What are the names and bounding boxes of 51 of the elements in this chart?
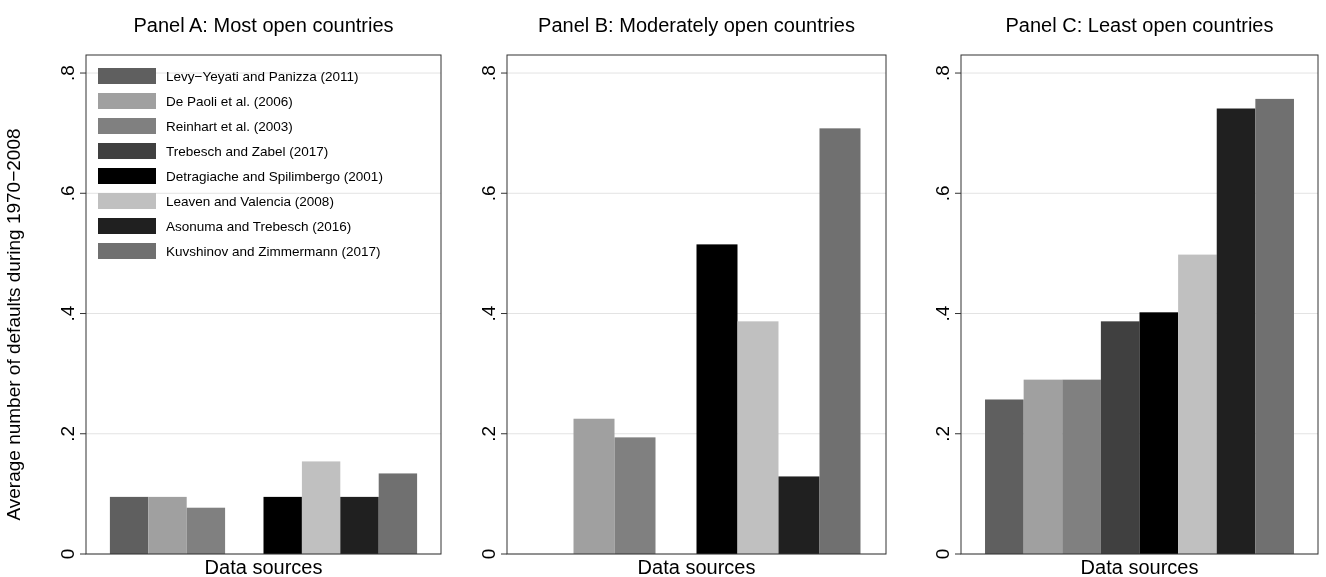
y-tick-label: 0 — [478, 548, 499, 560]
bar — [301, 461, 341, 554]
legend-label: Trebesch and Zabel (2017) — [166, 144, 329, 159]
legend-label: Reinhart et al. (2003) — [166, 119, 293, 134]
bar — [1139, 312, 1179, 554]
bar — [737, 321, 779, 554]
bar — [1178, 254, 1217, 554]
bar — [1062, 379, 1101, 554]
chart-title: Panel B: Moderately open countries — [538, 14, 855, 36]
bar — [1216, 108, 1256, 554]
x-axis-title: Data sources — [1080, 556, 1199, 577]
chart-title: Panel A: Most open countries — [133, 14, 394, 36]
bar — [109, 496, 149, 554]
x-axis-title: Data sources — [637, 556, 756, 577]
y-tick-label: .8 — [932, 65, 953, 81]
y-tick-label: .6 — [57, 185, 78, 202]
bar — [985, 399, 1024, 554]
bar — [263, 496, 302, 554]
bar — [148, 496, 187, 554]
legend-label: Levy−Yeyati and Panizza (2011) — [166, 69, 359, 84]
y-tick-label: .2 — [478, 425, 499, 442]
bar — [696, 244, 738, 554]
legend-label: Kuvshinov and Zimmermann (2017) — [166, 244, 381, 259]
bar — [340, 496, 379, 554]
legend-label: Leaven and Valencia (2008) — [166, 194, 334, 209]
y-tick-label: 0 — [57, 548, 78, 560]
y-tick-label: .6 — [932, 185, 953, 202]
bar — [819, 128, 861, 554]
y-axis-title: Average number of defaults during 1970−2008 — [3, 128, 24, 521]
bar — [1023, 379, 1063, 554]
bar — [1255, 98, 1294, 554]
chart-title: Panel C: Least open countries — [1005, 14, 1274, 36]
legend-label: Asonuma and Trebesch (2016) — [166, 219, 352, 234]
bar — [573, 418, 615, 554]
y-tick-label: .4 — [478, 305, 499, 322]
bar — [378, 473, 418, 554]
y-tick-label: .4 — [932, 305, 953, 322]
y-tick-label: .4 — [57, 305, 78, 322]
legend-label: Detragiache and Spilimbergo (2001) — [166, 169, 383, 184]
y-tick-label: .8 — [57, 65, 78, 81]
legend-label: De Paoli et al. (2006) — [166, 94, 293, 109]
y-tick-label: .6 — [478, 185, 499, 202]
bar — [778, 476, 820, 554]
y-tick-label: .8 — [478, 65, 499, 81]
y-tick-label: 0 — [932, 548, 953, 560]
bar — [186, 507, 226, 554]
bar — [614, 437, 656, 554]
bar — [1100, 321, 1140, 554]
x-axis-title: Data sources — [204, 556, 323, 577]
y-tick-label: .2 — [57, 425, 78, 442]
y-tick-label: .2 — [932, 425, 953, 442]
